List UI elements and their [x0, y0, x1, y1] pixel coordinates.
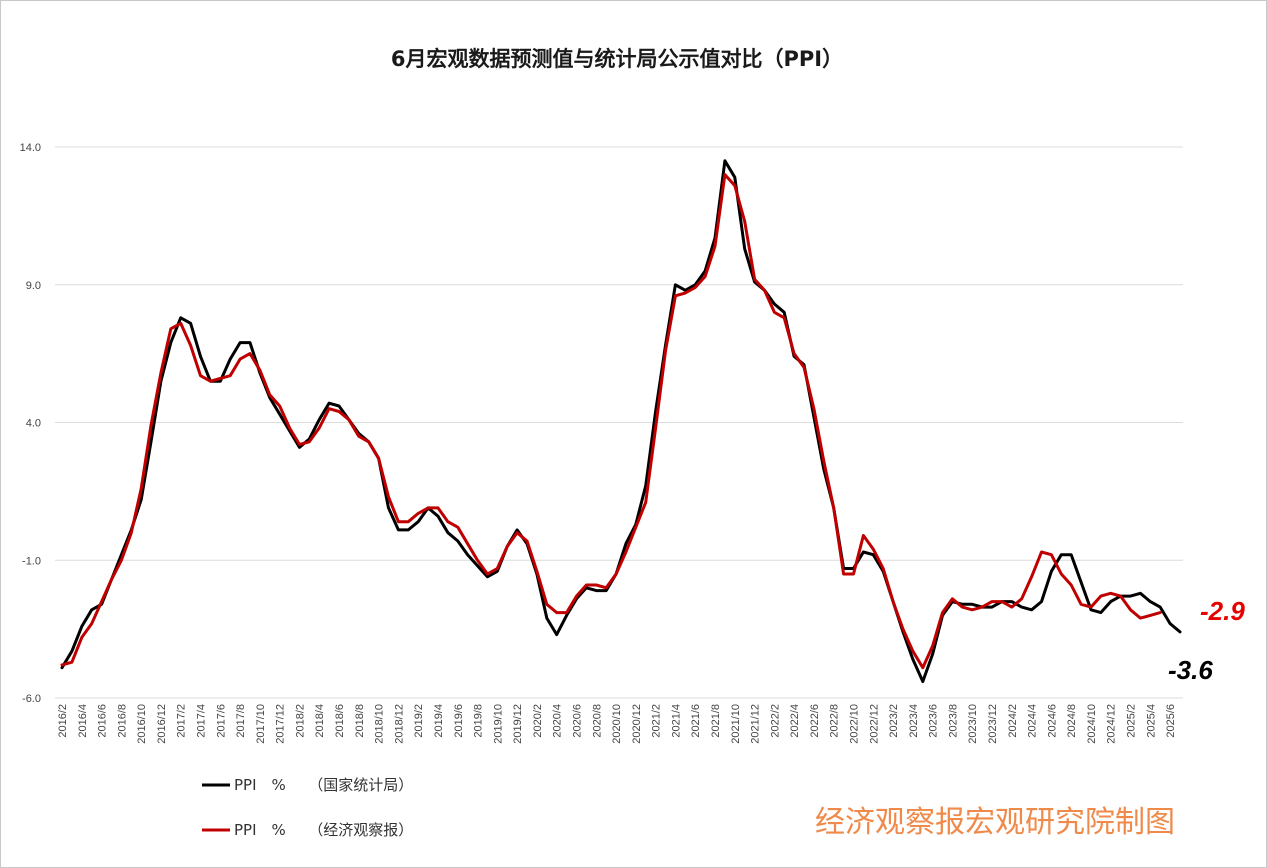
series-line-official [60, 159, 1182, 683]
x-tick-label: 2017/12 [275, 704, 287, 744]
x-tick-label: 2024/12 [1106, 704, 1118, 744]
x-axis-ticks: 2016/2 2016/4 2016/6 2016/8 2016/10 2016/12 20… [57, 704, 1177, 744]
legend-label-forecast: PPI % （经济观察报） [234, 821, 413, 839]
legend-label-official: PPI % （国家统计局） [234, 776, 413, 794]
y-tick-label: -6.0 [22, 693, 41, 705]
x-tick-label: 2022/4 [789, 704, 801, 738]
x-tick-label: 2018/6 [334, 704, 346, 738]
forecast-last-value-label: -2.9 [1200, 596, 1245, 626]
series-lines [60, 159, 1182, 683]
x-tick-label: 2024/8 [1066, 704, 1078, 738]
legend: PPI % （国家统计局） PPI % （经济观察报） [202, 776, 413, 839]
x-tick-label: 2020/4 [552, 704, 564, 738]
x-tick-label: 2017/8 [235, 704, 247, 738]
x-tick-label: 2023/12 [987, 704, 999, 744]
x-tick-label: 2021/2 [651, 704, 663, 738]
x-tick-label: 2019/12 [512, 704, 524, 744]
x-tick-label: 2017/2 [176, 704, 188, 738]
official-last-value-label: -3.6 [1168, 655, 1213, 685]
y-tick-label: 14.0 [20, 142, 41, 154]
x-tick-label: 2023/4 [908, 704, 920, 738]
y-tick-label: 4.0 [26, 418, 41, 430]
x-tick-label: 2016/2 [57, 704, 69, 738]
legend-item-forecast: PPI % （经济观察报） [202, 821, 413, 839]
x-tick-label: 2024/2 [1007, 704, 1019, 738]
x-tick-label: 2024/4 [1027, 704, 1039, 738]
y-tick-label: 9.0 [26, 280, 41, 292]
x-tick-label: 2021/8 [710, 704, 722, 738]
x-tick-label: 2024/6 [1046, 704, 1058, 738]
x-tick-label: 2022/12 [868, 704, 880, 744]
y-tick-label: -1.0 [22, 555, 41, 567]
x-tick-label: 2019/2 [413, 704, 425, 738]
x-tick-label: 2016/6 [97, 704, 109, 738]
x-tick-label: 2025/2 [1126, 704, 1138, 738]
x-tick-label: 2022/8 [829, 704, 841, 738]
x-tick-label: 2018/2 [294, 704, 306, 738]
x-tick-label: 2018/8 [354, 704, 366, 738]
x-tick-label: 2023/8 [947, 704, 959, 738]
x-tick-label: 2021/12 [750, 704, 762, 744]
x-tick-label: 2020/6 [571, 704, 583, 738]
x-tick-label: 2021/10 [730, 704, 742, 744]
x-tick-label: 2018/12 [393, 704, 405, 744]
x-tick-label: 2017/4 [196, 704, 208, 738]
x-tick-label: 2016/4 [77, 704, 89, 738]
x-tick-label: 2019/10 [492, 704, 504, 744]
series-line-forecast [60, 173, 1162, 670]
x-tick-label: 2025/6 [1165, 704, 1177, 738]
x-tick-label: 2018/10 [374, 704, 386, 744]
gridlines [55, 146, 1183, 699]
x-tick-label: 2017/6 [215, 704, 227, 738]
x-tick-label: 2021/6 [690, 704, 702, 738]
x-tick-label: 2020/8 [591, 704, 603, 738]
watermark-credit: 经济观察报宏观研究院制图 [815, 805, 1175, 840]
x-tick-label: 2022/2 [769, 704, 781, 738]
x-tick-label: 2023/6 [928, 704, 940, 738]
x-tick-label: 2017/10 [255, 704, 267, 744]
x-tick-label: 2020/10 [611, 704, 623, 744]
x-tick-label: 2019/8 [473, 704, 485, 738]
x-tick-label: 2021/4 [670, 704, 682, 738]
x-tick-label: 2020/2 [532, 704, 544, 738]
y-axis-ticks: 14.0 9.0 4.0 -1.0 -6.0 [20, 142, 41, 705]
x-tick-label: 2022/10 [849, 704, 861, 744]
x-tick-label: 2018/4 [314, 704, 326, 738]
x-tick-label: 2025/4 [1145, 704, 1157, 738]
x-tick-label: 2023/2 [888, 704, 900, 738]
x-tick-label: 2023/10 [967, 704, 979, 744]
x-tick-label: 2016/10 [136, 704, 148, 744]
x-tick-label: 2019/4 [433, 704, 445, 738]
legend-item-official: PPI % （国家统计局） [202, 776, 413, 794]
x-tick-label: 2019/6 [453, 704, 465, 738]
x-tick-label: 2022/6 [809, 704, 821, 738]
x-tick-label: 2020/12 [631, 704, 643, 744]
x-tick-label: 2024/10 [1086, 704, 1098, 744]
chart-title: 6月宏观数据预测值与统计局公示值对比（PPI） [391, 47, 843, 71]
x-tick-label: 2016/12 [156, 704, 168, 744]
x-tick-label: 2016/8 [116, 704, 128, 738]
